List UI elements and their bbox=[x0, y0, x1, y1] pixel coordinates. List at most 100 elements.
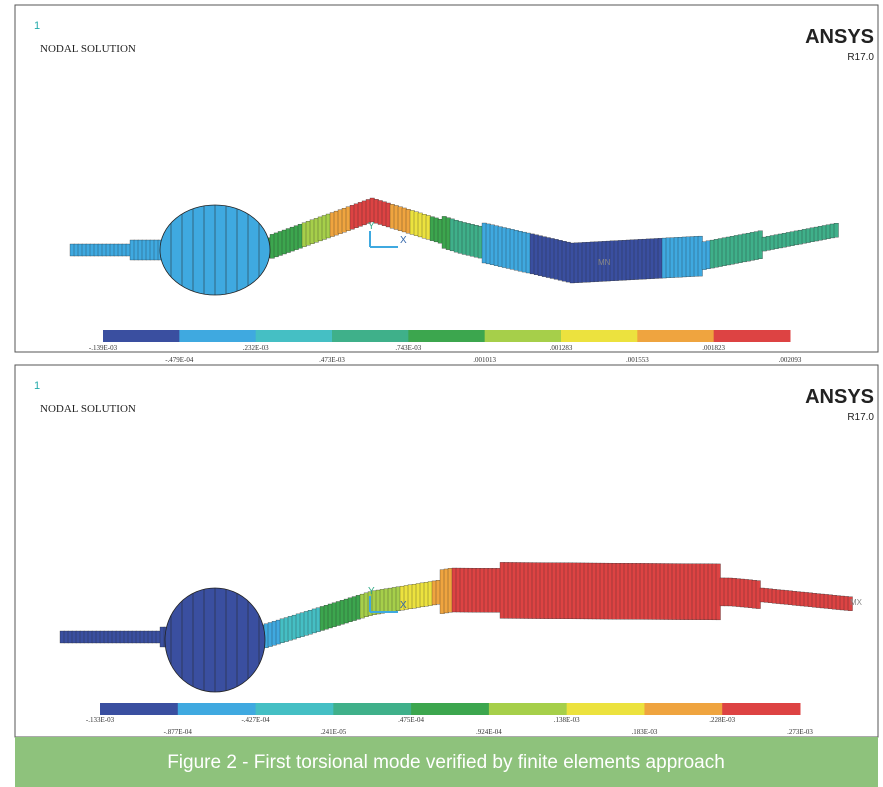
legend-label: .743E-03 bbox=[395, 344, 421, 352]
shaft-segment bbox=[750, 232, 755, 260]
shaft-segment bbox=[668, 564, 673, 620]
shaft-segment bbox=[370, 198, 375, 222]
shaft-segment bbox=[390, 204, 395, 228]
shaft-segment bbox=[542, 237, 547, 277]
shaft-segment bbox=[134, 240, 139, 260]
shaft-segment bbox=[392, 587, 397, 611]
shaft-segment bbox=[284, 618, 289, 642]
shaft-segment bbox=[670, 238, 675, 278]
shaft-segment bbox=[588, 563, 593, 619]
shaft-segment bbox=[836, 596, 841, 610]
legend-label: .183E-03 bbox=[632, 728, 658, 736]
shaft-segment bbox=[822, 226, 827, 240]
shaft-segment bbox=[136, 631, 141, 643]
shaft-segment bbox=[712, 564, 717, 620]
shaft-segment bbox=[678, 237, 683, 277]
shaft-segment bbox=[812, 593, 817, 607]
shaft-segment bbox=[110, 244, 115, 256]
shaft-segment bbox=[666, 238, 671, 278]
shaft-segment bbox=[726, 237, 731, 265]
shaft-segment bbox=[120, 631, 125, 643]
shaft-segment bbox=[112, 631, 117, 643]
shaft-segment bbox=[376, 590, 381, 614]
shaft-segment bbox=[414, 212, 419, 236]
shaft-segment bbox=[336, 602, 341, 626]
shaft-segment bbox=[708, 564, 713, 620]
shaft-segment bbox=[432, 581, 437, 605]
axis-label: X bbox=[400, 600, 407, 611]
shaft-segment bbox=[840, 596, 845, 610]
panel-number: 1 bbox=[34, 20, 40, 32]
shaft-segment bbox=[500, 562, 505, 618]
shaft-segment bbox=[580, 563, 585, 619]
shaft-segment bbox=[480, 568, 485, 612]
shaft-segment bbox=[282, 230, 287, 254]
shaft-segment bbox=[646, 239, 651, 279]
shaft-segment bbox=[566, 242, 571, 282]
shaft-segment bbox=[82, 244, 87, 256]
shaft-segment bbox=[504, 562, 509, 618]
shaft-segment bbox=[380, 589, 385, 613]
shaft-segment bbox=[658, 238, 663, 278]
caption: Figure 2 - First torsional mode verified… bbox=[167, 752, 725, 773]
shaft-segment bbox=[388, 588, 393, 612]
shaft-segment bbox=[70, 244, 75, 256]
legend-band bbox=[408, 330, 485, 342]
shaft-segment bbox=[452, 568, 457, 612]
shaft-segment bbox=[448, 568, 453, 612]
shaft-segment bbox=[280, 619, 285, 643]
shaft-segment bbox=[690, 237, 695, 277]
shaft-segment bbox=[782, 233, 787, 247]
legend-label: .924E-04 bbox=[476, 728, 502, 736]
shaft-segment bbox=[454, 220, 459, 252]
shaft-segment bbox=[816, 594, 821, 608]
shaft-segment bbox=[416, 584, 421, 608]
legend-label: .232E-03 bbox=[243, 344, 269, 352]
shaft-segment bbox=[754, 232, 759, 260]
legend-band bbox=[333, 703, 411, 715]
shaft-segment bbox=[152, 631, 157, 643]
axis-label: Y bbox=[368, 221, 375, 232]
axis-label: X bbox=[400, 235, 407, 246]
shaft-segment bbox=[496, 568, 501, 612]
shaft-segment bbox=[728, 578, 733, 606]
shaft-segment bbox=[844, 596, 849, 610]
shaft-segment bbox=[294, 226, 299, 250]
shaft-segment bbox=[358, 202, 363, 226]
shaft-segment bbox=[568, 563, 573, 619]
shaft-segment bbox=[130, 240, 135, 260]
shaft-segment bbox=[116, 631, 121, 643]
shaft-segment bbox=[724, 578, 729, 606]
shaft-segment bbox=[788, 591, 793, 605]
shaft-segment bbox=[760, 588, 765, 602]
shaft-segment bbox=[530, 234, 535, 274]
shaft-segment bbox=[556, 563, 561, 619]
shaft-segment bbox=[518, 231, 523, 271]
shaft-segment bbox=[586, 242, 591, 282]
shaft-segment bbox=[292, 615, 297, 639]
legend-label: -.139E-03 bbox=[89, 344, 118, 352]
shaft-segment bbox=[802, 229, 807, 243]
legend-label: .473E-03 bbox=[319, 356, 345, 364]
shaft-segment bbox=[90, 244, 95, 256]
shaft-segment bbox=[378, 200, 383, 224]
shaft-segment bbox=[290, 227, 295, 251]
shaft-segment bbox=[638, 239, 643, 279]
shaft-segment bbox=[344, 599, 349, 623]
shaft-segment bbox=[326, 214, 331, 238]
shaft-segment bbox=[412, 584, 417, 608]
shaft-segment bbox=[522, 232, 527, 272]
shaft-segment bbox=[830, 224, 835, 238]
shaft-segment bbox=[104, 631, 109, 643]
shaft-segment bbox=[604, 563, 609, 619]
shaft-segment bbox=[74, 244, 79, 256]
shaft-segment bbox=[122, 244, 127, 256]
shaft-segment bbox=[620, 563, 625, 619]
shaft-segment bbox=[92, 631, 97, 643]
shaft-segment bbox=[80, 631, 85, 643]
legend-label: .001013 bbox=[473, 356, 496, 364]
shaft-segment bbox=[450, 219, 455, 251]
shaft-segment bbox=[478, 226, 483, 258]
shaft-segment bbox=[442, 216, 447, 248]
shaft-segment bbox=[444, 569, 449, 613]
